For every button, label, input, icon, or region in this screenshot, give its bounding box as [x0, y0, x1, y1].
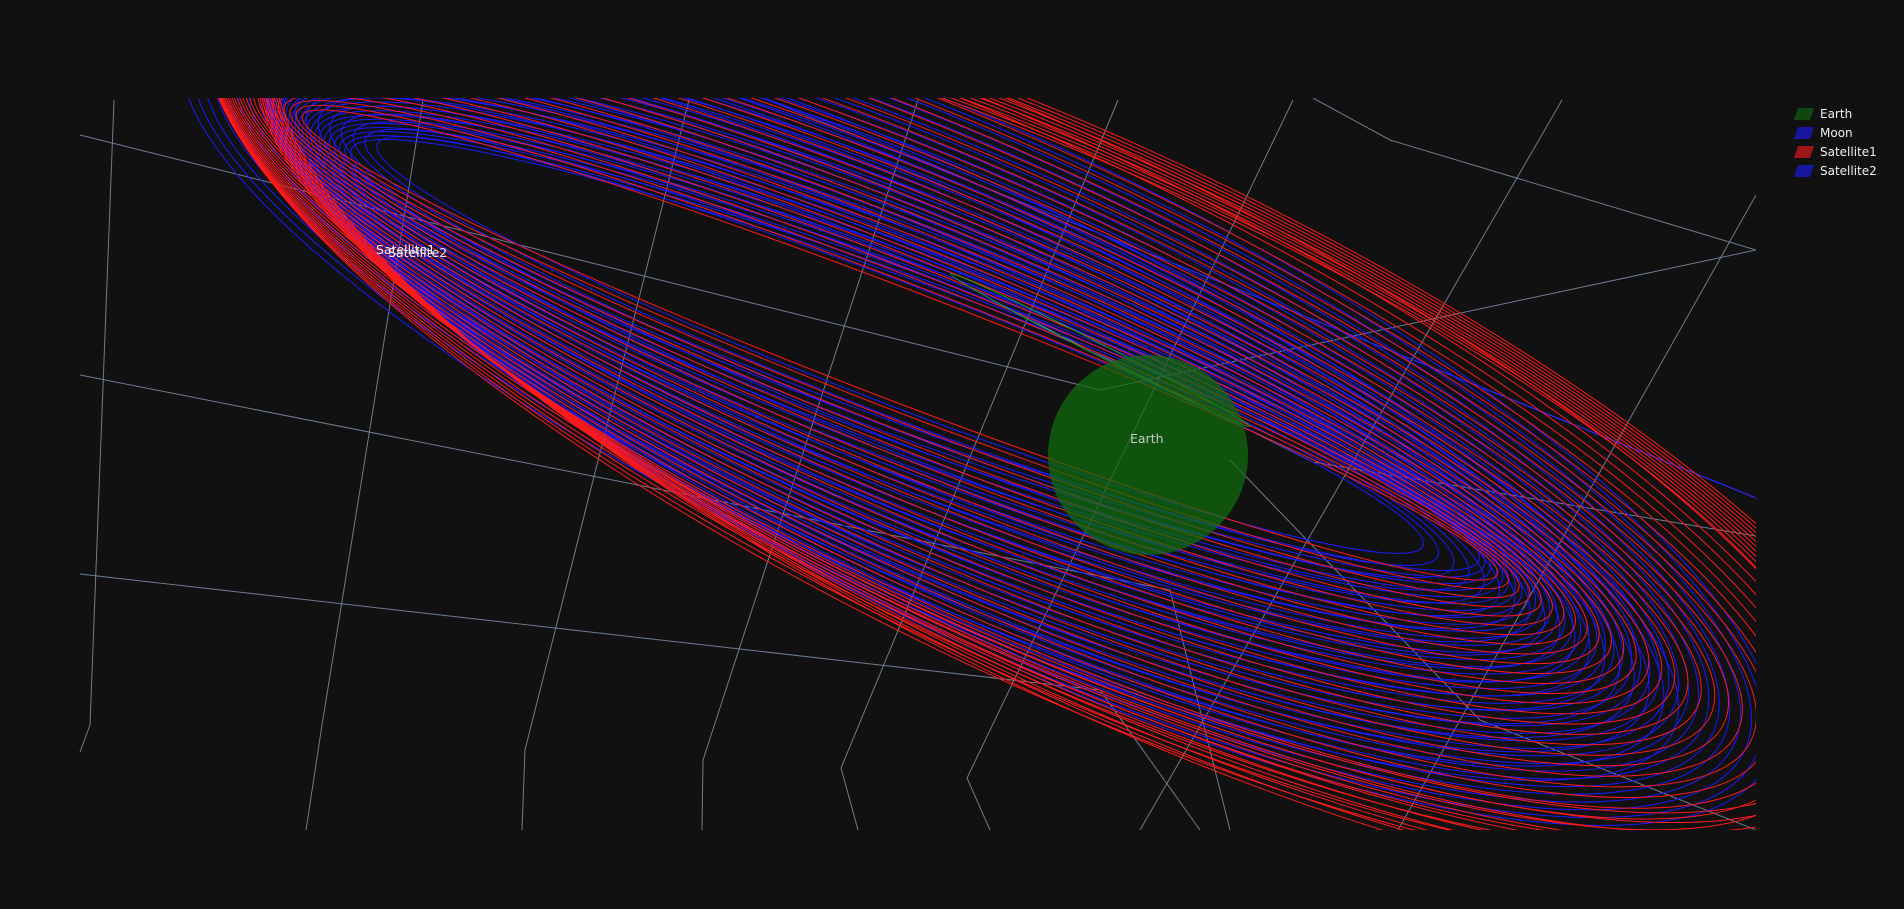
moon-orbit-trace [329, 105, 1485, 604]
satellite2-orbit-trace [264, 98, 1689, 764]
grid-line [305, 99, 424, 830]
satellite2-orbit-trace [350, 139, 1480, 571]
legend-swatch-moon [1793, 126, 1815, 139]
satellite1-orbit-trace [274, 98, 1756, 830]
grid-line [1139, 99, 1563, 830]
satellite1-orbit-trace [218, 98, 1729, 767]
satellite1-orbit-trace [233, 98, 1663, 715]
satellite1-orbit-trace [259, 98, 1756, 823]
satellite2-orbit-trace [264, 98, 1756, 818]
satellite2-orbit-trace [291, 98, 1566, 661]
legend-swatch-satellite1 [1793, 145, 1815, 158]
satellite1-orbit-trace [295, 104, 1509, 590]
legend-label-satellite1: Satellite1 [1820, 144, 1877, 159]
satellite1-orbit-trace [206, 98, 1756, 830]
satellite1-orbit-trace [272, 98, 1756, 830]
satellite2-orbit-trace [268, 98, 1651, 734]
satellite2-orbit-trace [269, 98, 1642, 727]
moon-orbit-trace [192, 98, 1665, 767]
grid-line [521, 99, 690, 830]
satellite1-orbit-trace [226, 98, 1689, 735]
satellite1-orbit-trace [261, 98, 1756, 830]
satellite1-orbit-trace [277, 98, 1542, 617]
grid-line [79, 99, 115, 753]
satellite1-orbit-trace [240, 98, 1637, 694]
satellite1-orbit-trace [262, 98, 1576, 645]
satellite2-orbit-trace [264, 98, 1680, 757]
satellite1-orbit-trace [223, 98, 1702, 746]
grid-line [701, 99, 919, 830]
satellite1-orbit-trace [213, 98, 1756, 788]
satellite1-orbit-trace [257, 98, 1588, 655]
satellite2-label: Satellite2 [388, 245, 447, 260]
bodies [949, 273, 1251, 555]
legend-label-earth: Earth [1820, 106, 1853, 121]
grid-line [79, 573, 1201, 830]
moon-orbit-trace [181, 98, 1679, 781]
satellite1-orbit-trace [283, 98, 1531, 608]
orbit-traces [181, 98, 1756, 830]
satellite1-orbit-trace [267, 98, 1565, 636]
legend-item-satellite1[interactable]: Satellite1 [1793, 142, 1877, 161]
satellite1-orbit-trace [229, 98, 1676, 725]
satellite1-orbit-trace [257, 98, 1756, 814]
satellite1-orbit-trace [220, 98, 1716, 756]
moon-orbit-trace [259, 98, 1576, 683]
satellite1-orbit-trace [207, 98, 1756, 830]
satellite1-orbit-trace [266, 98, 1756, 830]
moon-orbit-trace [352, 121, 1455, 579]
satellite1-orbit-trace [263, 98, 1756, 830]
satellite1-orbit-trace [208, 98, 1756, 820]
satellite2-orbit-trace [265, 98, 1756, 826]
satellite2-orbit-trace [298, 98, 1551, 646]
satellite1-orbit-trace [204, 98, 1756, 830]
satellite1-orbit-trace [270, 98, 1756, 830]
satellite1-orbit-trace [216, 98, 1743, 777]
satellite1-orbit-trace [210, 98, 1756, 809]
satellite1-orbit-trace [252, 98, 1600, 665]
moon-orbit-path [949, 273, 1251, 427]
satellite1-orbit-trace [268, 98, 1756, 830]
satellite2-orbit-trace [285, 98, 1582, 675]
satellite2-orbit-trace [314, 110, 1523, 618]
moon-orbit-trace [376, 136, 1424, 554]
legend-item-moon[interactable]: Moon [1793, 123, 1877, 142]
satellite1-orbit-trace [264, 98, 1756, 830]
satellite1-orbit-trace [301, 109, 1499, 581]
earth-label: Earth [1130, 431, 1164, 446]
legend-swatch-satellite2 [1793, 164, 1815, 177]
satellite2-orbit-trace [294, 98, 1558, 653]
legend-label-moon: Moon [1820, 125, 1853, 140]
legend-swatch-earth [1793, 107, 1815, 120]
moon-orbit-trace [294, 98, 1531, 643]
satellite2-orbit-trace [263, 98, 1720, 787]
satellite1-label: Satellite1 [376, 242, 435, 257]
satellite2-orbit-trace [271, 98, 1632, 719]
moon-orbit-trace [306, 98, 1516, 630]
satellite1-orbit-trace [204, 98, 1756, 830]
moon-orbit-trace [340, 113, 1470, 591]
satellite1-orbit-trace [248, 98, 1612, 675]
satellite1-orbit-trace [272, 98, 1553, 626]
legend-label-satellite2: Satellite2 [1820, 163, 1877, 178]
legend-item-satellite2[interactable]: Satellite2 [1793, 161, 1877, 180]
earth-sphere[interactable] [1048, 355, 1248, 555]
grid-line [1312, 98, 1756, 251]
satellite1-orbit-trace [289, 100, 1520, 599]
satellite1-orbit-trace [212, 98, 1756, 798]
satellite2-orbit-trace [266, 98, 1660, 742]
legend: Earth Moon Satellite1 Satellite2 [1793, 104, 1877, 180]
satellite1-orbit-trace [244, 98, 1625, 684]
satellite2-orbit-trace [310, 105, 1530, 625]
legend-item-earth[interactable]: Earth [1793, 104, 1877, 123]
satellite1-orbit-trace [205, 98, 1756, 830]
satellite1-orbit-trace [236, 98, 1650, 705]
